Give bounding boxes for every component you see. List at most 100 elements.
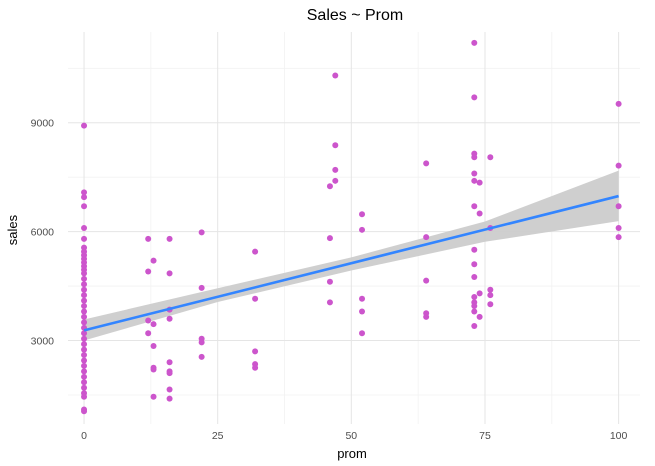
data-point xyxy=(615,234,622,241)
data-point xyxy=(81,194,88,201)
data-point xyxy=(81,225,88,231)
data-point xyxy=(471,203,478,210)
data-point xyxy=(476,313,483,320)
data-point xyxy=(471,94,478,101)
data-point xyxy=(166,315,173,322)
data-point xyxy=(81,357,88,364)
chart-title: Sales ~ Prom xyxy=(307,7,403,24)
data-point xyxy=(81,308,88,315)
data-point xyxy=(81,270,88,277)
y-tick-label: 9000 xyxy=(31,118,55,130)
data-point xyxy=(81,335,88,342)
data-point xyxy=(487,154,494,161)
data-point xyxy=(471,303,478,310)
data-point xyxy=(81,341,88,348)
data-point xyxy=(150,257,157,264)
data-point xyxy=(81,297,88,304)
data-point xyxy=(332,166,339,173)
data-point xyxy=(145,330,152,337)
data-point xyxy=(471,308,478,315)
data-point xyxy=(326,235,333,242)
data-point xyxy=(81,330,88,337)
data-point xyxy=(471,261,478,268)
data-point xyxy=(476,210,483,217)
data-point xyxy=(252,364,259,371)
data-point xyxy=(359,308,366,315)
data-point xyxy=(81,275,88,282)
data-point xyxy=(615,225,622,231)
data-point xyxy=(81,189,88,196)
data-point xyxy=(81,286,88,293)
data-point xyxy=(145,235,152,242)
y-axis-label: sales xyxy=(5,214,20,245)
y-axis-ticks: 3000 6000 9000 xyxy=(31,118,55,348)
data-point xyxy=(471,154,478,161)
data-point xyxy=(359,226,366,233)
data-point xyxy=(81,319,88,326)
data-point xyxy=(471,177,478,184)
data-point xyxy=(81,393,88,400)
data-point xyxy=(332,142,339,149)
data-point xyxy=(471,323,478,329)
data-point xyxy=(81,122,88,129)
x-tick-label: 50 xyxy=(345,430,357,442)
data-point xyxy=(81,384,88,391)
data-point xyxy=(81,203,88,210)
data-point xyxy=(145,268,152,275)
data-point xyxy=(198,229,205,236)
data-point xyxy=(166,270,173,277)
data-point xyxy=(81,292,88,299)
data-point xyxy=(487,292,494,299)
data-point xyxy=(471,39,478,46)
data-point xyxy=(252,248,259,255)
x-axis-ticks: 0 25 50 75 100 xyxy=(81,430,627,442)
data-point xyxy=(423,313,430,320)
data-point xyxy=(423,234,430,241)
x-tick-label: 0 xyxy=(81,430,87,442)
data-point xyxy=(81,303,88,310)
data-point xyxy=(252,348,259,355)
data-point xyxy=(423,277,430,284)
data-point xyxy=(252,295,259,302)
x-tick-label: 100 xyxy=(610,430,628,442)
data-point xyxy=(326,299,333,306)
data-point xyxy=(332,72,339,79)
data-point xyxy=(423,160,430,167)
data-point xyxy=(145,317,152,324)
data-point xyxy=(332,177,339,184)
data-point xyxy=(326,183,333,190)
data-point xyxy=(471,170,478,177)
data-point xyxy=(81,373,88,380)
data-point xyxy=(150,393,157,400)
data-point xyxy=(166,395,173,402)
data-point xyxy=(198,353,205,360)
data-point xyxy=(166,386,173,393)
y-tick-label: 3000 xyxy=(31,336,55,348)
x-tick-label: 75 xyxy=(479,430,491,442)
data-point xyxy=(166,370,173,377)
data-point xyxy=(476,179,483,186)
data-point xyxy=(471,246,478,253)
data-point xyxy=(81,368,88,375)
data-point xyxy=(471,274,478,280)
data-point xyxy=(359,330,366,337)
data-point xyxy=(81,408,88,415)
data-point xyxy=(615,203,622,210)
regression-line-layer xyxy=(83,194,619,332)
data-point xyxy=(81,346,88,353)
data-point xyxy=(615,162,622,169)
data-point xyxy=(166,235,173,242)
data-point xyxy=(476,290,483,297)
data-point xyxy=(150,342,157,349)
x-axis-label: prom xyxy=(337,446,367,461)
data-point xyxy=(326,278,333,285)
data-point xyxy=(150,321,157,328)
data-point xyxy=(81,362,88,369)
data-point xyxy=(81,281,88,288)
data-point xyxy=(150,366,157,373)
data-point xyxy=(81,352,88,359)
data-point xyxy=(471,293,478,300)
data-point xyxy=(487,286,494,293)
